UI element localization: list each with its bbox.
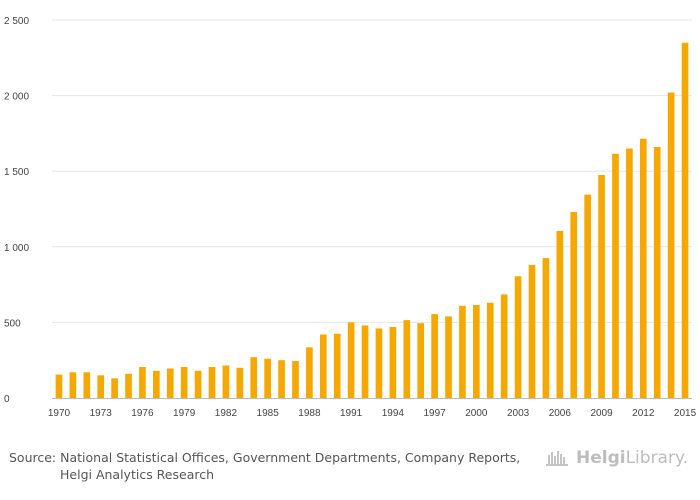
bar-1994	[389, 326, 397, 398]
x-tick-label: 1988	[298, 408, 321, 419]
bar-2013	[653, 147, 661, 398]
helgi-library-logo: Helgi Library.	[545, 448, 688, 468]
bar-2002	[500, 294, 508, 398]
y-tick-label: 500	[4, 318, 21, 329]
bar-1998	[445, 316, 452, 398]
source-note: Source: National Statistical Offices, Go…	[9, 449, 549, 483]
bar-2004	[528, 264, 536, 398]
bar-1979	[180, 367, 188, 398]
bar-1985	[264, 358, 271, 398]
bar-1983	[236, 367, 244, 398]
logo-text-helgi: Helgi	[575, 448, 626, 468]
x-tick-label: 1970	[48, 408, 71, 419]
gridlines	[52, 19, 692, 323]
bar-1975	[125, 373, 132, 398]
x-tick-label: 2015	[674, 408, 697, 419]
bar-1989	[319, 334, 327, 398]
bar-2010	[612, 153, 619, 398]
bar-1992	[361, 325, 369, 398]
bar-1974	[111, 378, 118, 398]
x-tick-label: 2006	[549, 408, 572, 419]
bar-1976	[139, 367, 146, 398]
bars	[55, 42, 689, 399]
bar-1972	[83, 372, 91, 398]
bar-1993	[375, 328, 383, 398]
bar-2005	[542, 258, 550, 398]
x-tick-label: 2000	[465, 408, 488, 419]
x-tick-label: 2003	[507, 408, 530, 419]
x-tick-label: 1991	[340, 408, 363, 419]
x-tick-label: 1994	[382, 408, 405, 419]
bar-1996	[417, 323, 425, 398]
x-tick-label: 1997	[423, 408, 446, 419]
x-tick-label: 2012	[632, 408, 655, 419]
x-tick-label: 1979	[173, 408, 196, 419]
x-axis-ticks: 1970 1973 1976 1979 1982 1985 1988 1991 1994 1997…	[48, 408, 697, 419]
bar-2011	[626, 148, 633, 398]
helgi-library-logo-icon	[545, 451, 568, 466]
bar-2000	[473, 305, 480, 398]
bar-1987	[292, 360, 299, 398]
bar-2008	[584, 194, 591, 398]
bar-2006	[556, 230, 564, 398]
x-tick-label: 2009	[590, 408, 613, 419]
y-tick-label: 2 000	[4, 92, 29, 103]
bar-2007	[570, 212, 578, 398]
y-tick-label: 2 500	[4, 16, 29, 27]
bar-1973	[97, 375, 105, 398]
bar-1981	[208, 367, 216, 398]
y-tick-label: 1 500	[4, 167, 29, 178]
source-line-2: Helgi Analytics Research	[60, 467, 215, 482]
source-prefix: Source:	[9, 450, 57, 465]
bar-1970	[55, 374, 63, 398]
bar-1997	[431, 314, 438, 398]
bar-1980	[194, 370, 202, 398]
bar-1995	[403, 320, 411, 398]
bar-2012	[639, 138, 647, 398]
bar-1971	[69, 372, 77, 398]
bar-1978	[166, 368, 174, 398]
y-axis-ticks: 0 500 1 000 1 500 2 000 2 500	[4, 16, 29, 405]
bar-1982	[222, 365, 230, 398]
x-tick-label: 1976	[131, 408, 154, 419]
x-tick-label: 1982	[215, 408, 238, 419]
bar-2015	[681, 42, 689, 399]
bar-1999	[459, 305, 466, 398]
bar-2001	[486, 302, 494, 398]
bar-2009	[598, 174, 605, 398]
bar-1984	[250, 357, 258, 398]
source-line-1: National Statistical Offices, Government…	[60, 450, 521, 465]
x-tick-label: 1973	[90, 408, 113, 419]
y-tick-label: 0	[4, 394, 10, 405]
bar-1988	[306, 347, 313, 398]
x-tick-label: 1985	[257, 408, 280, 419]
bar-1990	[333, 333, 341, 398]
bar-1991	[347, 322, 355, 398]
bar-2014	[667, 92, 675, 399]
bar-1977	[153, 370, 160, 398]
bar-2003	[514, 276, 522, 398]
bar-1986	[278, 360, 285, 398]
logo-text-library: Library.	[625, 448, 688, 468]
y-tick-label: 1 000	[4, 243, 29, 254]
